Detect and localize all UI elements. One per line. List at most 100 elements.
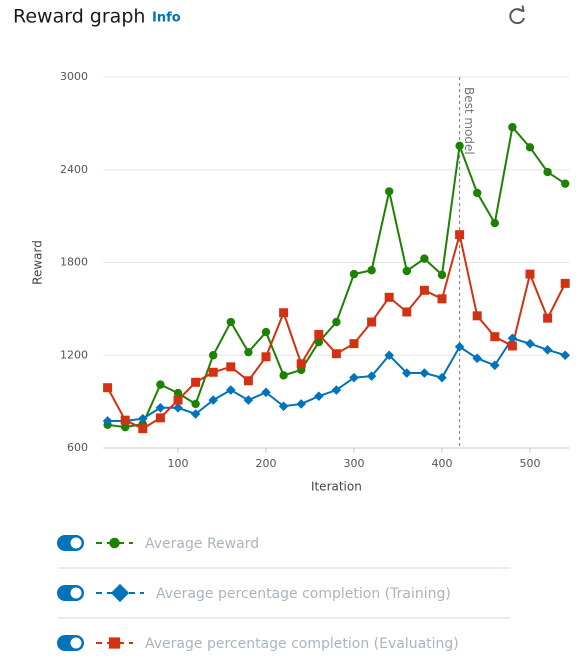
- point: [525, 269, 535, 279]
- toggle-knob: [70, 587, 82, 599]
- point: [102, 416, 113, 426]
- point: [331, 385, 342, 395]
- point: [138, 424, 148, 434]
- point: [173, 395, 183, 405]
- series-line: [107, 125, 566, 429]
- legend-label: Average percentage completion (Evaluatin…: [145, 636, 459, 652]
- point: [525, 338, 535, 349]
- legend-item[interactable]: Average Reward: [57, 535, 259, 552]
- x-axis-title: Iteration: [311, 480, 362, 494]
- legend-item[interactable]: Average percentage completion (Evaluatin…: [57, 635, 459, 652]
- y-axis-title: Reward: [31, 240, 45, 285]
- toggle-knob: [70, 537, 82, 549]
- point: [191, 377, 201, 387]
- point: [472, 311, 482, 321]
- point: [561, 179, 570, 188]
- point: [191, 399, 200, 409]
- y-tick-label: 2400: [60, 163, 88, 176]
- point: [244, 347, 253, 357]
- point: [490, 332, 500, 342]
- point: [542, 345, 553, 355]
- point: [155, 403, 166, 413]
- point: [155, 413, 165, 423]
- point: [314, 337, 323, 347]
- point: [349, 269, 359, 279]
- point: [437, 294, 447, 304]
- legend-item[interactable]: Average percentage completion (Training): [57, 583, 451, 603]
- legend-marker: [109, 537, 120, 549]
- point: [278, 401, 289, 412]
- point: [208, 395, 218, 405]
- point: [261, 327, 271, 337]
- point: [402, 266, 411, 276]
- point: [190, 409, 201, 419]
- point: [243, 395, 254, 405]
- best-model-label: Best model: [462, 87, 476, 155]
- panel-title: Reward graph: [13, 6, 145, 28]
- point: [279, 371, 288, 380]
- point: [332, 317, 341, 327]
- point: [543, 167, 552, 177]
- point: [507, 333, 518, 344]
- point: [226, 317, 235, 327]
- point: [384, 292, 394, 302]
- y-tick-label: 3000: [60, 70, 88, 83]
- point: [314, 329, 324, 339]
- point: [560, 350, 570, 361]
- y-tick-label: 600: [67, 441, 88, 454]
- point: [138, 413, 148, 424]
- point: [243, 376, 253, 386]
- point: [402, 368, 412, 378]
- point: [525, 143, 535, 152]
- point: [455, 141, 464, 150]
- point: [209, 351, 218, 360]
- x-tick-label: 500: [520, 457, 541, 470]
- refresh-button[interactable]: [509, 5, 525, 25]
- point: [296, 399, 306, 409]
- point: [508, 123, 517, 132]
- point: [173, 403, 183, 413]
- point: [279, 308, 289, 318]
- point: [156, 380, 165, 389]
- point: [367, 317, 377, 327]
- point: [367, 266, 376, 275]
- point: [385, 187, 394, 196]
- x-tick-label: 100: [168, 457, 189, 470]
- point: [349, 339, 359, 349]
- point: [543, 313, 553, 323]
- point: [226, 385, 236, 395]
- point: [455, 230, 465, 240]
- point: [384, 350, 394, 361]
- point: [507, 341, 517, 351]
- point: [208, 367, 218, 377]
- point: [349, 372, 359, 383]
- legend-label: Average Reward: [145, 536, 259, 552]
- point: [420, 254, 429, 263]
- legend-marker: [110, 583, 130, 603]
- point: [560, 278, 570, 288]
- info-link[interactable]: Info: [152, 11, 181, 26]
- legend-label: Average percentage completion (Training): [156, 586, 451, 602]
- point: [366, 371, 377, 381]
- point: [226, 362, 236, 372]
- y-tick-label: 1200: [60, 348, 88, 361]
- x-tick-label: 200: [256, 457, 277, 470]
- point: [173, 388, 183, 398]
- point: [490, 360, 500, 371]
- point: [402, 307, 412, 317]
- x-tick-label: 300: [344, 457, 365, 470]
- point: [473, 188, 482, 198]
- point: [121, 422, 130, 432]
- x-tick-label: 400: [432, 457, 453, 470]
- point: [437, 270, 447, 280]
- y-tick-label: 1800: [60, 256, 88, 269]
- point: [454, 341, 465, 352]
- point: [331, 349, 341, 359]
- point: [120, 415, 130, 425]
- point: [437, 372, 447, 383]
- toggle-knob: [70, 637, 82, 649]
- legend-marker: [108, 637, 121, 649]
- point: [296, 359, 306, 369]
- point: [103, 383, 113, 393]
